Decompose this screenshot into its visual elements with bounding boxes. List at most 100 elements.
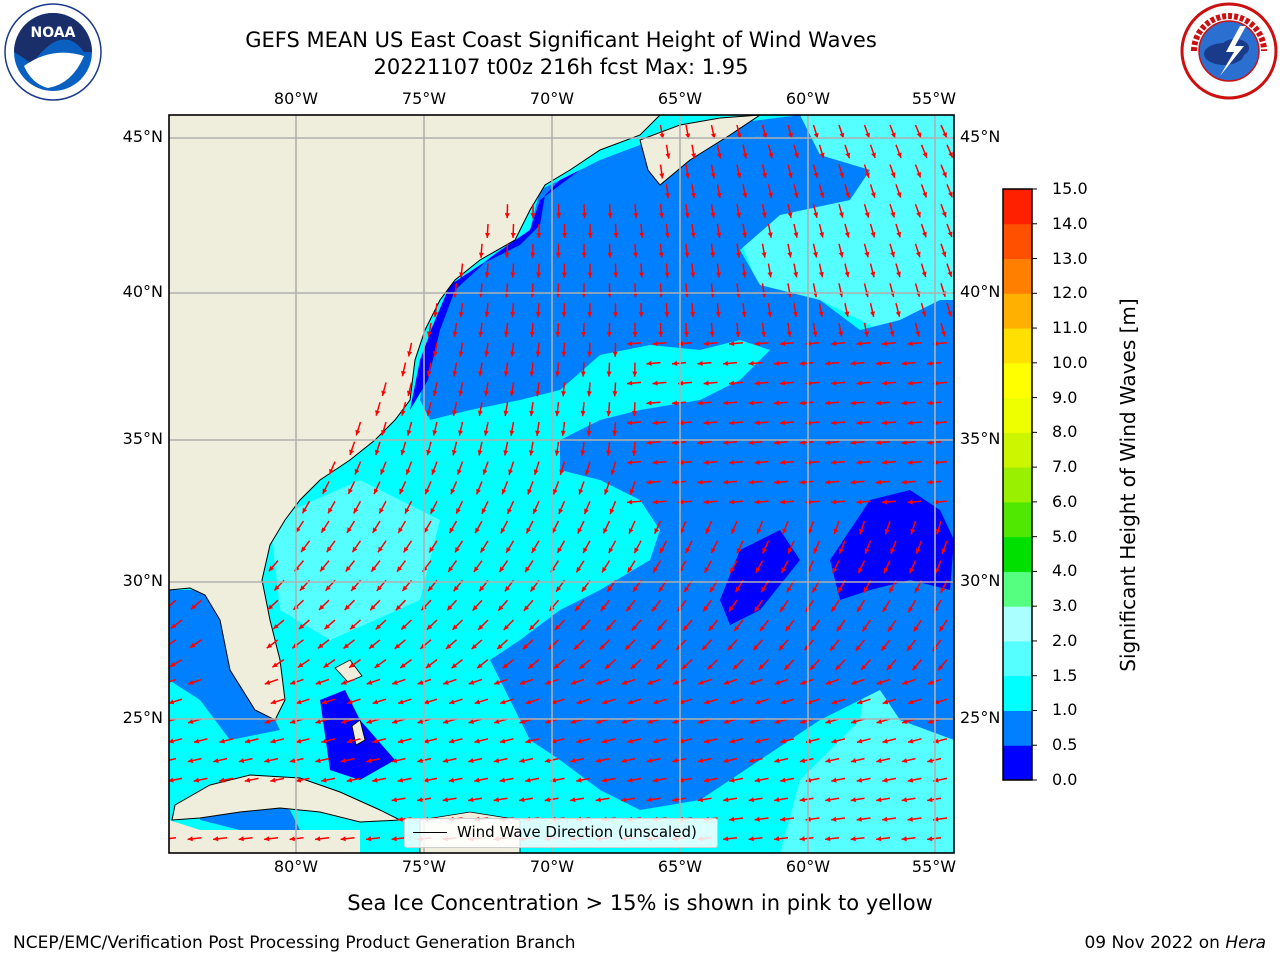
wave-direction-arrowhead xyxy=(761,212,767,218)
wave-direction-arrowhead xyxy=(426,331,432,337)
wave-direction-arrowhead xyxy=(863,587,869,593)
wave-direction-arrowhead xyxy=(876,360,882,366)
wave-direction-arrowhead xyxy=(709,586,715,593)
wave-direction-arrowhead xyxy=(754,777,761,783)
wave-direction-arrowhead xyxy=(315,758,321,764)
lon-tick-top: 65°W xyxy=(657,89,703,108)
wave-direction-arrowhead xyxy=(432,390,438,397)
wave-direction-arrowhead xyxy=(349,662,355,668)
wave-direction-arrowhead xyxy=(939,626,945,632)
wave-direction-arrowhead xyxy=(804,645,810,651)
sea-ice-note: Sea Ice Concentration > 15% is shown in … xyxy=(347,891,933,915)
wave-direction-arrowhead xyxy=(780,606,786,612)
wave-direction-arrowhead xyxy=(857,606,862,613)
wave-direction-arrowhead xyxy=(326,546,332,553)
lon-tick-bottom: 70°W xyxy=(529,857,575,876)
colorbar-segment xyxy=(1003,710,1032,746)
wave-direction-arrowhead xyxy=(373,488,379,495)
wave-direction-arrowhead xyxy=(273,623,279,629)
wave-direction-arrowhead xyxy=(922,231,927,238)
colorbar-tick-label: 11.0 xyxy=(1052,318,1088,338)
wave-direction-arrowhead xyxy=(813,172,819,179)
wave-direction-arrowhead xyxy=(187,758,194,764)
wave-direction-arrowhead xyxy=(187,836,193,842)
wave-direction-arrowhead xyxy=(825,360,831,366)
wave-direction-arrowhead xyxy=(711,547,716,554)
wave-direction-arrowhead xyxy=(519,679,526,685)
wave-direction-arrowhead xyxy=(889,331,895,337)
wave-direction-arrowhead xyxy=(374,449,380,456)
wave-direction-arrowhead xyxy=(672,400,678,406)
wave-direction-arrowhead xyxy=(895,311,901,317)
wave-direction-arrowhead xyxy=(510,311,516,318)
wave-direction-arrowhead xyxy=(527,488,533,495)
wave-direction-arrowhead xyxy=(554,624,561,631)
wave-direction-arrowhead xyxy=(793,232,799,238)
wave-direction-arrowhead xyxy=(459,272,465,278)
wave-direction-arrowhead xyxy=(850,479,856,485)
wave-direction-arrowhead xyxy=(633,252,639,258)
wave-direction-arrowhead xyxy=(896,271,901,278)
wave-direction-arrowhead xyxy=(193,738,200,744)
wave-direction-arrowhead xyxy=(845,192,850,198)
wave-direction-arrowhead xyxy=(889,587,894,593)
wave-direction-arrowhead xyxy=(833,528,839,535)
colorbar-tick-label: 6.0 xyxy=(1052,491,1078,511)
wave-direction-arrowhead xyxy=(896,192,902,198)
wave-direction-arrowhead xyxy=(856,341,862,347)
wave-direction-arrowhead xyxy=(295,777,302,783)
wave-direction-arrowhead xyxy=(646,797,653,803)
wave-direction-arrowhead xyxy=(638,272,644,278)
colorbar-tick-label: 12.0 xyxy=(1052,283,1088,303)
wave-direction-arrowhead xyxy=(627,420,633,426)
wave-direction-arrowhead xyxy=(478,371,484,377)
wave-direction-arrowhead xyxy=(213,836,219,842)
wave-direction-arrowhead xyxy=(525,566,531,573)
wave-direction-arrowhead xyxy=(729,380,735,386)
lon-tick-bottom: 60°W xyxy=(785,857,831,876)
colorbar-tick-label: 15.0 xyxy=(1052,179,1088,198)
wave-direction-arrowhead xyxy=(839,548,844,554)
wave-direction-arrowhead xyxy=(407,351,413,357)
wave-direction-arrowhead xyxy=(947,311,953,317)
wave-direction-arrowhead xyxy=(856,459,862,465)
wave-direction-arrowhead xyxy=(523,605,530,611)
wave-direction-arrowhead xyxy=(627,777,633,783)
wave-direction-arrowhead xyxy=(882,816,888,822)
wave-direction-arrowhead xyxy=(519,719,526,724)
wave-direction-arrowhead xyxy=(346,777,353,783)
wave-direction-arrowhead xyxy=(733,664,739,670)
wave-direction-arrowhead xyxy=(530,586,536,592)
wave-direction-arrowhead xyxy=(587,272,593,278)
wave-direction-arrowhead xyxy=(351,585,357,591)
wave-direction-arrowhead xyxy=(741,311,747,318)
wave-direction-arrowhead xyxy=(825,479,831,485)
wave-direction-arrowhead xyxy=(169,699,175,705)
lon-tick-top: 55°W xyxy=(911,89,957,108)
wave-direction-arrowhead xyxy=(856,777,863,783)
wave-direction-arrowhead xyxy=(876,797,882,803)
lat-tick-right: 25°N xyxy=(960,708,1001,727)
wave-direction-arrowhead xyxy=(315,836,321,842)
wave-direction-arrowhead xyxy=(562,232,568,238)
wave-direction-arrowhead xyxy=(646,479,652,485)
wave-direction-arrowhead xyxy=(723,679,730,685)
wave-direction-arrowhead xyxy=(647,719,653,724)
wave-direction-arrowhead xyxy=(587,312,593,318)
wave-direction-arrowhead xyxy=(799,797,806,803)
wave-direction-arrowhead xyxy=(596,679,602,685)
wave-direction-arrowhead xyxy=(500,699,506,705)
wave-direction-arrowhead xyxy=(870,311,875,317)
colorbar-tick-label: 5.0 xyxy=(1052,526,1078,546)
wave-direction-arrowhead xyxy=(788,547,793,554)
wave-direction-arrowhead xyxy=(426,624,433,630)
wave-direction-arrowhead xyxy=(657,625,663,631)
wave-direction-arrowhead xyxy=(774,719,781,724)
wave-direction-arrowhead xyxy=(451,449,457,456)
wave-direction-arrowhead xyxy=(632,411,638,417)
wave-direction-arrowhead xyxy=(270,699,277,705)
wave-direction-arrowhead xyxy=(558,508,564,515)
wave-direction-arrowhead xyxy=(684,212,690,219)
wave-direction-arrowhead xyxy=(613,272,619,278)
wave-direction-arrowhead xyxy=(600,605,606,612)
